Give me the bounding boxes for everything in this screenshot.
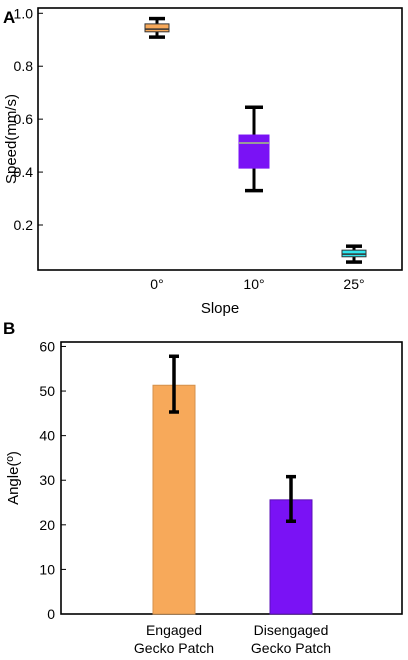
y-tick-label-b: 20 xyxy=(39,517,55,533)
y-tick-label-b: 30 xyxy=(39,472,55,488)
y-tick-label-a: 0.8 xyxy=(14,58,34,74)
y-tick-label-a: 0.2 xyxy=(14,217,34,233)
y-tick-label-b: 10 xyxy=(39,561,55,577)
y-tick-label-a: 0.6 xyxy=(14,111,34,127)
y-axis-label-b: Angle(º) xyxy=(5,451,22,505)
panel-letter-b: B xyxy=(3,319,15,338)
x-tick-label-a: 25° xyxy=(343,276,364,292)
x-tick-label-b: Gecko Patch xyxy=(251,640,331,656)
y-tick-label-b: 50 xyxy=(39,383,55,399)
plot-frame-a xyxy=(37,7,403,271)
x-tick-label-b: Disengaged xyxy=(254,622,329,638)
panel-letter-a: A xyxy=(3,8,15,27)
y-tick-label-b: 0 xyxy=(47,606,55,622)
x-tick-label-b: Gecko Patch xyxy=(134,640,214,656)
box xyxy=(238,134,270,169)
x-axis-label-a: Slope xyxy=(201,300,239,317)
box xyxy=(144,23,170,33)
x-tick-label-a: 0° xyxy=(150,276,163,292)
x-tick-label-a: 10° xyxy=(243,276,264,292)
y-tick-label-a: 0.4 xyxy=(14,164,34,180)
y-tick-label-a: 1.0 xyxy=(14,5,34,21)
y-tick-label-b: 40 xyxy=(39,428,55,444)
plot-frame-b xyxy=(60,341,403,615)
y-axis-label-a: Speed(mm/s) xyxy=(3,94,20,184)
bar xyxy=(152,384,196,615)
x-tick-label-b: Engaged xyxy=(146,622,202,638)
y-tick-label-b: 60 xyxy=(39,338,55,354)
